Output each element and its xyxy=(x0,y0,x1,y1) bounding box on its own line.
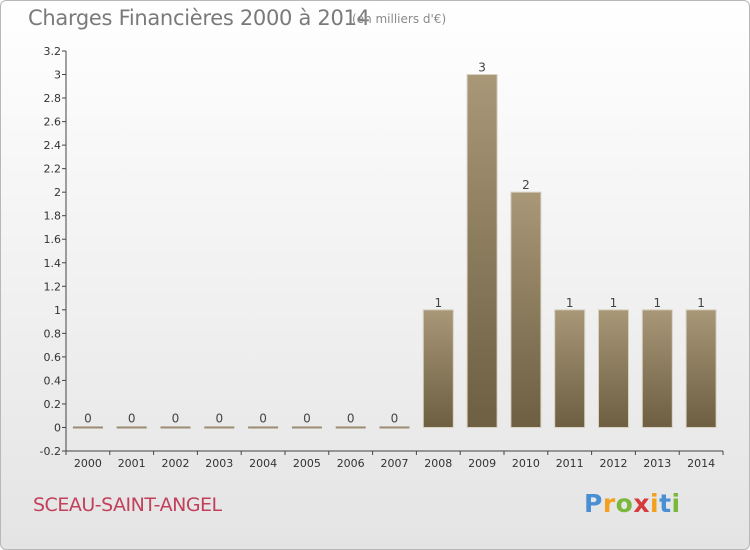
y-tick-label: 1.8 xyxy=(44,210,62,223)
y-tick-label: 0.4 xyxy=(44,374,62,387)
data-label: 2 xyxy=(522,178,530,192)
chart-bars xyxy=(72,74,717,429)
x-tick-label: 2012 xyxy=(600,457,628,470)
logo-letter: i xyxy=(671,489,681,518)
bar xyxy=(248,426,279,429)
bar xyxy=(335,426,366,429)
y-tick-label: 2.8 xyxy=(44,92,62,105)
y-tick-label: 1.6 xyxy=(44,233,62,246)
data-label: 0 xyxy=(347,411,355,425)
bar xyxy=(554,309,586,428)
data-label: 0 xyxy=(303,411,311,425)
x-tick-label: 2003 xyxy=(205,457,233,470)
data-label: 1 xyxy=(566,296,574,310)
data-label: 3 xyxy=(478,61,486,75)
x-tick-label: 2010 xyxy=(512,457,540,470)
bar xyxy=(379,426,410,429)
y-tick-label: 0.2 xyxy=(44,398,62,411)
y-tick-label: 1.2 xyxy=(44,280,62,293)
bar xyxy=(204,426,235,429)
bar xyxy=(510,191,542,428)
x-tick-label: 2006 xyxy=(337,457,365,470)
data-label: 1 xyxy=(610,296,618,310)
y-tick-label: 1 xyxy=(54,304,61,317)
data-label: 1 xyxy=(434,296,442,310)
bar xyxy=(598,309,629,428)
logo-letter: t xyxy=(659,489,672,518)
bar xyxy=(72,426,103,429)
bar xyxy=(116,426,147,429)
logo-letter: i xyxy=(650,489,660,518)
y-tick-label: 0.6 xyxy=(44,351,62,364)
bar xyxy=(160,426,191,429)
proxiti-logo: Proxiti xyxy=(584,489,681,518)
place-name: SCEAU-SAINT-ANGEL xyxy=(33,494,222,516)
y-tick-label: 0 xyxy=(54,421,61,434)
y-tick-label: 2.6 xyxy=(44,116,62,129)
chart-subtitle: (en milliers d'€) xyxy=(352,12,447,26)
bar xyxy=(466,74,498,428)
chart-labels: 0 0 0 0 0 0 0 0 1 3 2 1 1 1 1 xyxy=(84,61,705,426)
x-tick-label: 2000 xyxy=(74,457,102,470)
x-tick-label: 2002 xyxy=(162,457,190,470)
y-tick-label: 2 xyxy=(54,186,61,199)
data-label: 1 xyxy=(697,296,705,310)
data-label: 0 xyxy=(391,411,399,425)
bar xyxy=(641,309,673,428)
data-label: 0 xyxy=(215,411,223,425)
data-label: 0 xyxy=(84,411,92,425)
data-label: 1 xyxy=(653,296,661,310)
y-tick-label: -0.2 xyxy=(40,445,61,458)
x-tick-label: 2011 xyxy=(556,457,584,470)
x-tick-label: 2013 xyxy=(643,457,671,470)
data-label: 0 xyxy=(259,411,267,425)
y-tick-label: 3 xyxy=(54,69,61,82)
x-tick-label: 2001 xyxy=(118,457,146,470)
chart-title: Charges Financières 2000 à 2014 xyxy=(28,6,370,30)
logo-letter: P xyxy=(584,489,603,518)
x-tick-label: 2014 xyxy=(687,457,715,470)
data-label: 0 xyxy=(172,411,180,425)
x-tick-label: 2007 xyxy=(381,457,409,470)
y-tick-label: 1.4 xyxy=(44,257,62,270)
x-tick-label: 2005 xyxy=(293,457,321,470)
x-tick-label: 2009 xyxy=(468,457,496,470)
bar xyxy=(291,426,322,429)
data-label: 0 xyxy=(128,411,136,425)
bar xyxy=(685,309,717,428)
bar xyxy=(422,309,454,428)
logo-letter: x xyxy=(633,489,650,518)
y-tick-label: 3.2 xyxy=(44,45,62,58)
logo-letter: o xyxy=(615,489,634,518)
chart-axes: -0.2 0 0.2 0.4 0.6 0.8 1 1.2 1.4 1.6 1.8 2 2.2 2.4 2.6… xyxy=(40,45,724,470)
logo-letter: r xyxy=(602,489,616,518)
x-tick-label: 2004 xyxy=(249,457,277,470)
x-tick-label: 2008 xyxy=(424,457,452,470)
y-tick-label: 2.4 xyxy=(44,139,62,152)
y-tick-label: 0.8 xyxy=(44,327,62,340)
y-tick-label: 2.2 xyxy=(44,163,62,176)
